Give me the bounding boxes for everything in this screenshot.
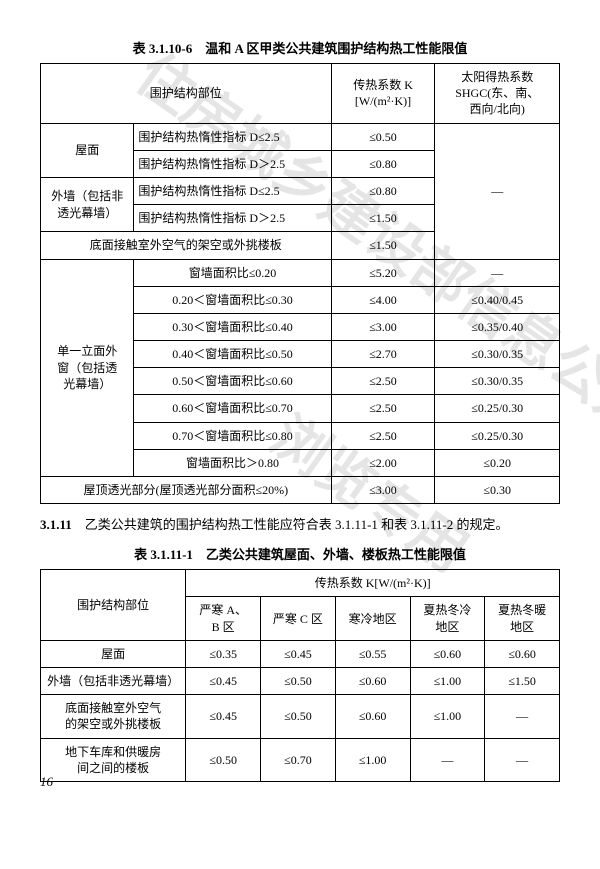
cell: 屋顶透光部分(屋顶透光部分面积≤20%)	[41, 477, 332, 504]
cell: ≤1.00	[335, 738, 410, 781]
page-number: 16	[40, 774, 53, 790]
table1-title: 表 3.1.10-6 温和 A 区甲类公共建筑围护结构热工性能限值	[40, 38, 560, 57]
cell: ≤1.50	[331, 232, 435, 259]
cell: ≤0.80	[331, 177, 435, 204]
cell: 外墙（包括非透光幕墙）	[41, 668, 186, 695]
cell: —	[485, 695, 560, 738]
cell: ≤1.00	[410, 668, 485, 695]
cell: ≤0.30/0.35	[435, 368, 560, 395]
cell: 底面接触室外空气的架空或外挑楼板	[41, 232, 332, 259]
cell: 寒冷地区	[335, 597, 410, 640]
cell: —	[435, 123, 560, 259]
cell: ≤0.35/0.40	[435, 313, 560, 340]
cell: ≤0.80	[331, 150, 435, 177]
cell: —	[435, 259, 560, 286]
cell: 夏热冬暖 地区	[485, 597, 560, 640]
cell: 外墙（包括非 透光幕墙）	[41, 177, 134, 231]
cell: ≤0.60	[410, 640, 485, 667]
table-row: 地下车库和供暖房 间之间的楼板 ≤0.50 ≤0.70 ≤1.00 — —	[41, 738, 560, 781]
cell: 0.50＜窗墙面积比≤0.60	[134, 368, 331, 395]
table-row: 外墙（包括非透光幕墙） ≤0.45 ≤0.50 ≤0.60 ≤1.00 ≤1.5…	[41, 668, 560, 695]
cell: ≤0.50	[261, 695, 336, 738]
cell: ≤5.20	[331, 259, 435, 286]
table-row: 底面接触室外空气 的架空或外挑楼板 ≤0.45 ≤0.50 ≤0.60 ≤1.0…	[41, 695, 560, 738]
paragraph-text: 乙类公共建筑的围护结构热工性能应符合表 3.1.11-1 和表 3.1.11-2…	[72, 517, 509, 532]
header-k: 传热系数 K[W/(m²·K)]	[186, 570, 560, 597]
cell: 围护结构热惰性指标 D≤2.5	[134, 123, 331, 150]
cell: ≤3.00	[331, 313, 435, 340]
cell: ≤0.45	[261, 640, 336, 667]
cell: 围护结构热惰性指标 D≤2.5	[134, 177, 331, 204]
header-part: 围护结构部位	[41, 570, 186, 641]
header-k: 传热系数 K [W/(m²·K)]	[331, 64, 435, 124]
cell: ≤1.50	[485, 668, 560, 695]
cell: 0.30＜窗墙面积比≤0.40	[134, 313, 331, 340]
cell: 屋面	[41, 123, 134, 177]
cell: 0.40＜窗墙面积比≤0.50	[134, 341, 331, 368]
cell: ≤2.50	[331, 395, 435, 422]
cell: ≤0.40/0.45	[435, 286, 560, 313]
cell: ≤2.70	[331, 341, 435, 368]
cell: 围护结构热惰性指标 D＞2.5	[134, 205, 331, 232]
table2: 围护结构部位 传热系数 K[W/(m²·K)] 严寒 A、 B 区 严寒 C 区…	[40, 569, 560, 782]
table1: 围护结构部位 传热系数 K [W/(m²·K)] 太阳得热系数 SHGC(东、南…	[40, 63, 560, 504]
cell: ≤2.00	[331, 449, 435, 476]
cell: ≤0.50	[186, 738, 261, 781]
cell: ≤1.00	[410, 695, 485, 738]
cell: ≤2.50	[331, 422, 435, 449]
cell: 0.60＜窗墙面积比≤0.70	[134, 395, 331, 422]
cell: 屋面	[41, 640, 186, 667]
cell: ≤0.60	[485, 640, 560, 667]
cell: ≤0.35	[186, 640, 261, 667]
table-row: 单一立面外 窗（包括透 光幕墙） 窗墙面积比≤0.20 ≤5.20 —	[41, 259, 560, 286]
cell: 窗墙面积比≤0.20	[134, 259, 331, 286]
cell: ≤0.45	[186, 695, 261, 738]
cell: ≤0.55	[335, 640, 410, 667]
cell: 围护结构热惰性指标 D＞2.5	[134, 150, 331, 177]
table-row: 围护结构部位 传热系数 K [W/(m²·K)] 太阳得热系数 SHGC(东、南…	[41, 64, 560, 124]
cell: ≤0.60	[335, 695, 410, 738]
cell: 单一立面外 窗（包括透 光幕墙）	[41, 259, 134, 477]
cell: ≤0.50	[331, 123, 435, 150]
cell: 0.20＜窗墙面积比≤0.30	[134, 286, 331, 313]
header-shgc: 太阳得热系数 SHGC(东、南、 西向/北向)	[435, 64, 560, 124]
cell: ≤0.60	[335, 668, 410, 695]
cell: 严寒 A、 B 区	[186, 597, 261, 640]
cell: ≤4.00	[331, 286, 435, 313]
cell: ≤0.70	[261, 738, 336, 781]
table-row: 屋面 围护结构热惰性指标 D≤2.5 ≤0.50 —	[41, 123, 560, 150]
header-part: 围护结构部位	[41, 64, 332, 124]
table-row: 屋顶透光部分(屋顶透光部分面积≤20%) ≤3.00 ≤0.30	[41, 477, 560, 504]
table-row: 围护结构部位 传热系数 K[W/(m²·K)]	[41, 570, 560, 597]
cell: —	[485, 738, 560, 781]
cell: 0.70＜窗墙面积比≤0.80	[134, 422, 331, 449]
cell: 严寒 C 区	[261, 597, 336, 640]
cell: ≤0.30	[435, 477, 560, 504]
cell: ≤0.20	[435, 449, 560, 476]
cell: 窗墙面积比＞0.80	[134, 449, 331, 476]
cell: ≤0.50	[261, 668, 336, 695]
section-number: 3.1.11	[40, 517, 72, 532]
cell: 底面接触室外空气 的架空或外挑楼板	[41, 695, 186, 738]
cell: ≤0.25/0.30	[435, 422, 560, 449]
cell: ≤2.50	[331, 368, 435, 395]
cell: ≤1.50	[331, 205, 435, 232]
cell: ≤0.25/0.30	[435, 395, 560, 422]
cell: ≤0.45	[186, 668, 261, 695]
cell: 地下车库和供暖房 间之间的楼板	[41, 738, 186, 781]
table-row: 屋面 ≤0.35 ≤0.45 ≤0.55 ≤0.60 ≤0.60	[41, 640, 560, 667]
paragraph: 3.1.11 乙类公共建筑的围护结构热工性能应符合表 3.1.11-1 和表 3…	[40, 514, 560, 536]
cell: 夏热冬冷 地区	[410, 597, 485, 640]
cell: —	[410, 738, 485, 781]
cell: ≤0.30/0.35	[435, 341, 560, 368]
cell: ≤3.00	[331, 477, 435, 504]
table2-title: 表 3.1.11-1 乙类公共建筑屋面、外墙、楼板热工性能限值	[40, 544, 560, 563]
